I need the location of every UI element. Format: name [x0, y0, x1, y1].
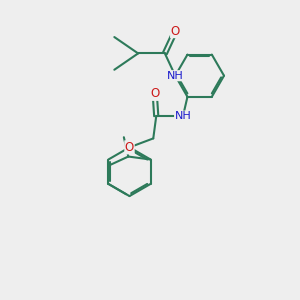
- Text: O: O: [125, 141, 134, 154]
- Text: NH: NH: [175, 111, 191, 121]
- Text: NH: NH: [167, 71, 184, 81]
- Text: O: O: [171, 25, 180, 38]
- Text: O: O: [150, 87, 159, 100]
